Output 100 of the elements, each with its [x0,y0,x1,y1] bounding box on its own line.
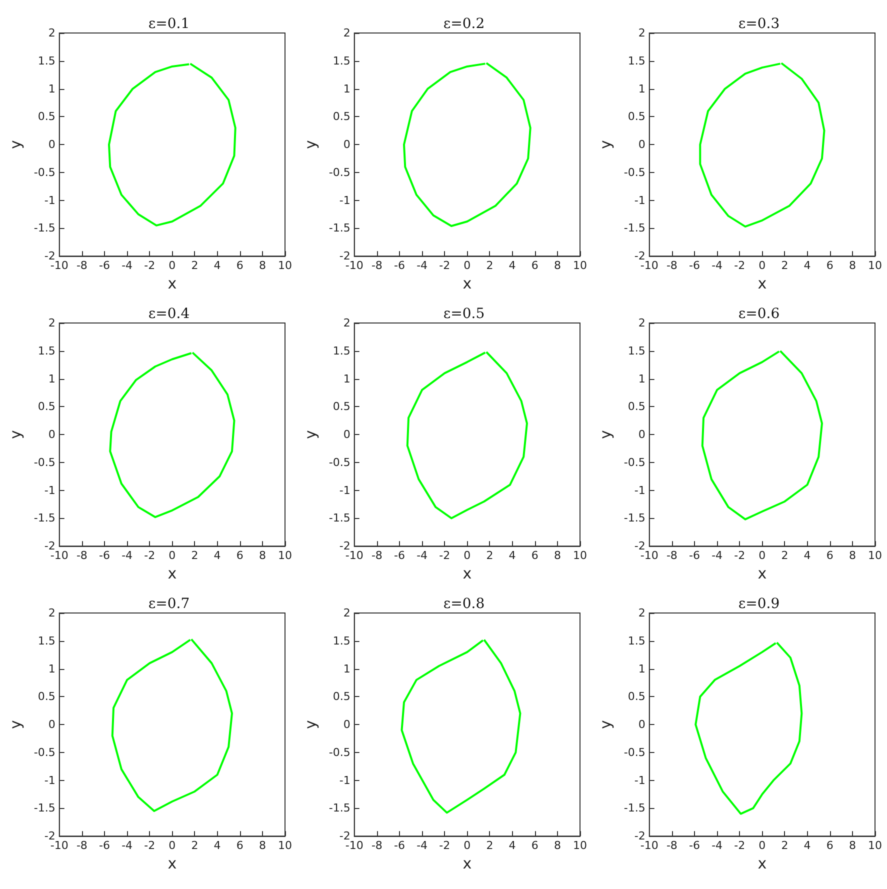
y-tick-label: -1 [44,194,56,207]
y-tick-label: -0.5 [328,166,350,179]
y-axis-title: y [302,720,320,729]
x-tick-label: 2 [781,549,788,562]
x-tick-label: 0 [168,839,176,852]
x-tick-label: -8 [76,259,88,272]
x-tick-label: -8 [371,259,382,272]
x-axis-title: x [758,564,767,582]
y-tick-label: -0.5 [328,456,350,469]
x-tick-label: 2 [191,839,198,852]
y-tick-label: 0.5 [38,690,56,704]
x-axis-title: x [462,854,472,872]
y-tick-label: 1.5 [332,54,350,68]
x-tick-label: 6 [236,259,244,272]
x-tick-label: 6 [236,839,244,852]
y-tick-label: -0.5 [34,456,56,469]
y-tick-label: -1 [339,194,350,207]
x-tick-label: -2 [439,259,450,272]
y-tick-label: -1.5 [34,802,56,815]
x-axis-title: x [462,564,472,582]
x-tick-label: 4 [508,259,516,272]
x-tick-label: 10 [573,549,587,562]
x-tick-label: 0 [168,259,176,272]
x-tick-label: 0 [464,839,471,852]
x-tick-label: 10 [868,259,882,272]
y-tick-label: -1 [339,774,350,787]
y-tick-label: 2 [638,26,646,40]
y-axis-title: y [302,140,320,149]
y-tick-label: -1.5 [328,222,350,235]
chart-title: ε=0.9 [738,596,780,612]
y-tick-label: 0.5 [332,690,350,704]
chart-title: ε=0.3 [738,16,780,32]
x-tick-label: 6 [531,549,538,562]
x-tick-label: 2 [486,839,494,852]
y-tick-label: -1.5 [328,512,350,525]
y-tick-label: 1 [343,82,350,96]
x-tick-label: 8 [554,839,561,852]
x-tick-label: -6 [394,259,405,272]
x-tick-label: 4 [214,549,221,562]
x-tick-label: -4 [122,839,133,852]
y-tick-label: 1.5 [38,344,56,358]
line-series [400,638,522,814]
y-tick-label: 1 [638,372,646,386]
x-tick-label: -8 [666,549,678,562]
x-tick-label: 0 [758,259,766,272]
y-tick-label: 0.5 [38,110,56,124]
x-tick-label: 0 [758,549,766,562]
x-tick-label: 0 [168,549,176,562]
x-axis-title: x [758,274,767,292]
x-tick-label: 8 [848,839,856,852]
y-tick-label: 0 [48,428,56,442]
x-tick-label: 10 [278,839,292,852]
y-tick-label: 0.5 [628,690,646,704]
x-tick-label: 10 [868,549,882,562]
x-tick-label: -4 [712,259,723,272]
y-tick-label: 0 [343,428,350,442]
x-tick-label: 2 [486,259,494,272]
y-tick-label: 1.5 [628,634,646,648]
y-axis-title: y [596,720,614,729]
y-tick-label: 0 [638,428,646,442]
y-tick-label: -1.5 [624,222,646,235]
x-tick-label: 8 [554,259,561,272]
y-tick-label: 2 [343,26,350,40]
x-tick-label: -6 [99,839,110,852]
x-tick-label: 4 [804,549,811,562]
y-tick-label: 1 [343,662,350,676]
x-tick-label: 8 [258,839,266,852]
x-tick-label: 0 [464,259,471,272]
x-tick-label: 8 [848,549,856,562]
x-tick-label: -2 [734,549,746,562]
y-tick-label: 0 [638,138,646,152]
y-tick-label: 0.5 [628,110,646,124]
x-tick-label: -4 [416,549,428,562]
x-tick-label: 0 [464,549,471,562]
y-axis-title: y [6,720,24,729]
x-tick-label: 8 [554,549,561,562]
x-tick-label: 8 [258,549,266,562]
x-tick-label: -6 [99,259,110,272]
y-tick-label: -0.5 [624,166,646,179]
y-tick-label: 1.5 [38,634,56,648]
y-tick-label: -1.5 [624,802,646,815]
x-tick-label: -2 [144,839,156,852]
y-tick-label: 1 [638,82,646,96]
x-tick-label: 4 [804,259,811,272]
y-axis-title: y [596,430,614,439]
y-tick-label: -1 [44,484,56,497]
y-axis-title: y [596,140,614,149]
y-tick-label: 0 [638,718,646,732]
line-series [699,62,826,228]
x-tick-label: -6 [689,549,700,562]
x-tick-label: -2 [734,839,746,852]
chart-title: ε=0.6 [738,306,780,322]
y-tick-label: -0.5 [624,746,646,759]
x-tick-label: 2 [781,839,788,852]
y-tick-label: 0.5 [332,400,350,414]
x-axis-title: x [168,274,177,292]
y-tick-label: -1 [339,484,350,497]
y-axis-title: y [6,430,24,439]
y-tick-label: 0.5 [38,400,56,414]
x-tick-label: -8 [76,549,88,562]
